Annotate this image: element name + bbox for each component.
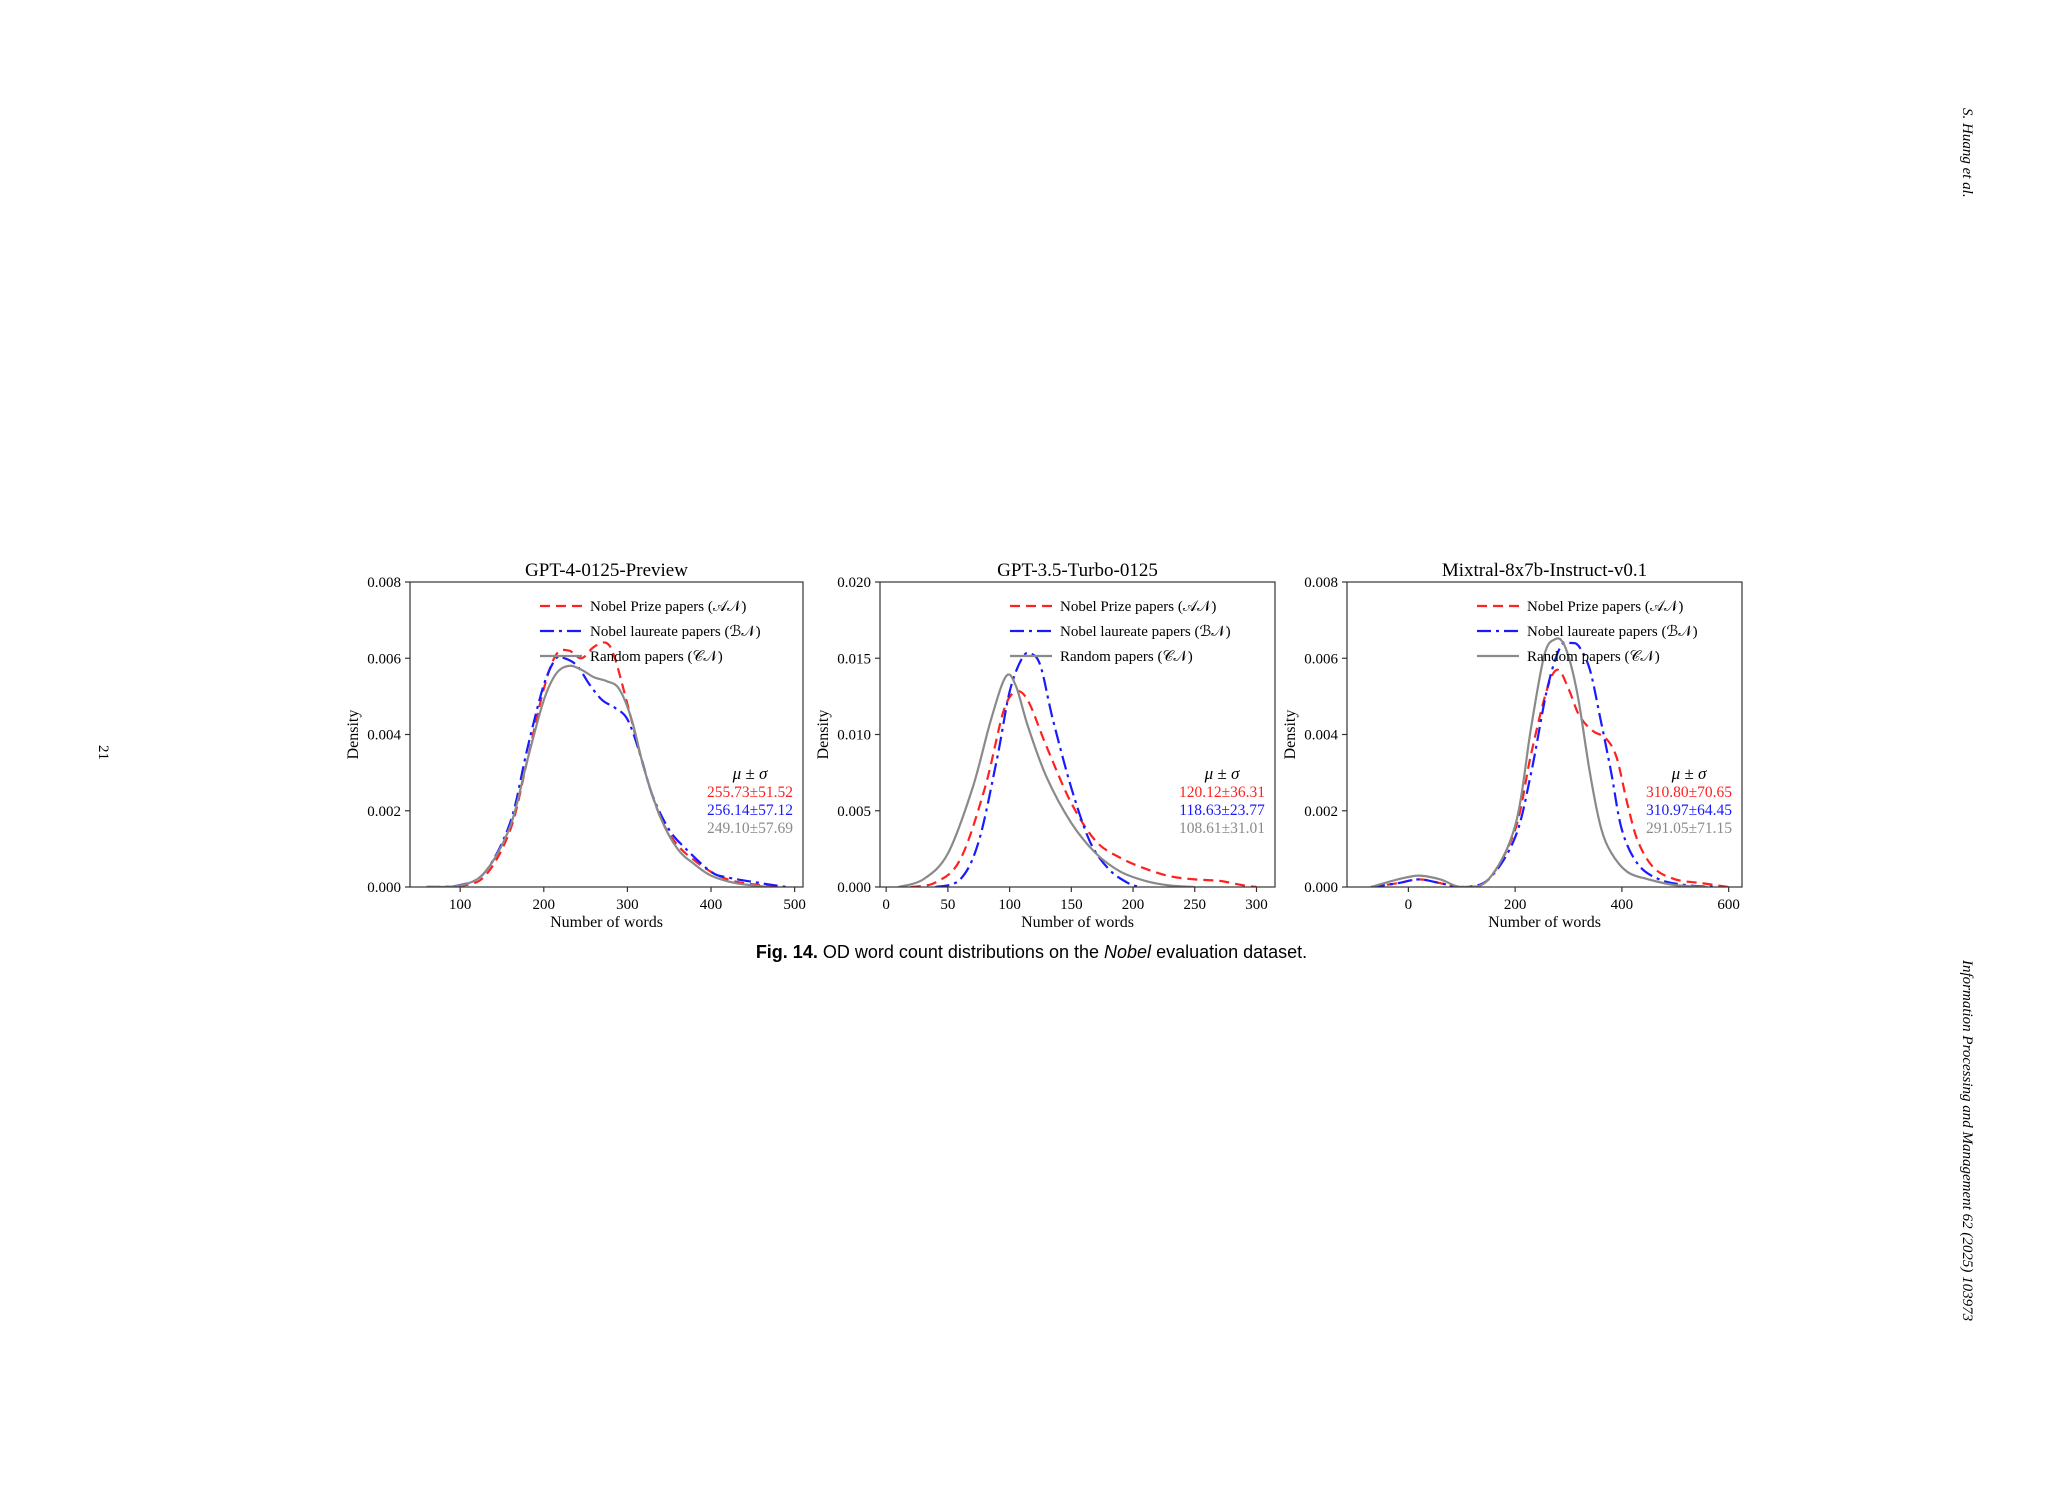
stat-value-3: 291.05±71.15 xyxy=(1646,820,1732,837)
x-tick-label: 600 xyxy=(1717,897,1740,913)
y-tick-label: 0.015 xyxy=(837,651,871,667)
x-tick-label: 300 xyxy=(1245,897,1268,913)
y-tick-label: 0.006 xyxy=(367,651,401,667)
x-axis-label: Number of words xyxy=(1021,914,1134,931)
stat-value-1: 255.73±51.52 xyxy=(707,784,793,801)
y-tick-label: 0.004 xyxy=(367,728,401,744)
x-tick-label: 500 xyxy=(783,897,806,913)
series-line-3 xyxy=(898,673,1195,887)
x-axis-label: Number of words xyxy=(550,914,663,931)
stat-value-2: 256.14±57.12 xyxy=(707,802,793,819)
stats-header: μ ± σ xyxy=(732,764,768,783)
legend-label-1: Nobel Prize papers (𝒜𝒩) xyxy=(1527,599,1683,615)
chart-panel-2: GPT-3.5-Turbo-0125 0 50 100 150 200 250 300 0.00… xyxy=(815,560,1276,931)
y-tick-label: 0.008 xyxy=(367,575,401,591)
caption-text-post: evaluation dataset. xyxy=(1156,942,1308,962)
stats-header: μ ± σ xyxy=(1204,764,1240,783)
chart-title: GPT-4-0125-Preview xyxy=(525,560,688,581)
series-line-2 xyxy=(935,651,1140,887)
stat-value-1: 120.12±36.31 xyxy=(1179,784,1265,801)
running-journal: Information Processing and Management 62… xyxy=(1959,960,1975,1322)
stat-value-2: 118.63±23.77 xyxy=(1179,802,1265,819)
stat-value-3: 249.10±57.69 xyxy=(707,820,793,837)
series-line-2 xyxy=(426,654,787,887)
x-tick-label: 0 xyxy=(1405,897,1413,913)
y-tick-label: 0.004 xyxy=(1304,728,1338,744)
y-axis-label: Density xyxy=(345,710,362,760)
legend-label-2: Nobel laureate papers (ℬ𝒩) xyxy=(590,624,761,640)
y-tick-label: 0.002 xyxy=(367,804,401,820)
chart-panel-3: Mixtral-8x7b-Instruct-v0.1 0 200 400 600 0.00… xyxy=(1282,560,1743,931)
legend-label-3: Random papers (𝒞𝒩) xyxy=(1060,649,1193,665)
y-tick-label: 0.006 xyxy=(1304,651,1338,667)
chart-panel-1: GPT-4-0125-Preview 100 200 300 400 500 0.000 0.… xyxy=(345,560,806,931)
legend-label-3: Random papers (𝒞𝒩) xyxy=(590,649,723,665)
x-tick-label: 400 xyxy=(1611,897,1634,913)
x-tick-label: 400 xyxy=(700,897,723,913)
series-line-3 xyxy=(1370,637,1708,887)
x-tick-label: 150 xyxy=(1060,897,1083,913)
legend-label-2: Nobel laureate papers (ℬ𝒩) xyxy=(1060,624,1231,640)
y-tick-label: 0.008 xyxy=(1304,575,1338,591)
y-tick-label: 0.000 xyxy=(367,880,401,896)
legend-label-3: Random papers (𝒞𝒩) xyxy=(1527,649,1660,665)
series-line-3 xyxy=(426,664,770,887)
y-axis-label: Density xyxy=(1282,710,1299,760)
caption-label: Fig. 14. xyxy=(755,942,818,962)
x-axis-label: Number of words xyxy=(1488,914,1601,931)
stat-value-2: 310.97±64.45 xyxy=(1646,802,1732,819)
page-number: 21 xyxy=(95,745,111,760)
chart-title: GPT-3.5-Turbo-0125 xyxy=(997,560,1158,581)
y-tick-label: 0.002 xyxy=(1304,804,1338,820)
stat-value-1: 310.80±70.65 xyxy=(1646,784,1732,801)
x-tick-label: 200 xyxy=(1122,897,1145,913)
x-tick-label: 200 xyxy=(533,897,556,913)
x-tick-label: 100 xyxy=(449,897,472,913)
running-author: S. Huang et al. xyxy=(1959,108,1975,198)
caption-text-pre: OD word count distributions on the xyxy=(822,942,1099,962)
y-tick-label: 0.000 xyxy=(837,880,871,896)
legend-label-1: Nobel Prize papers (𝒜𝒩) xyxy=(1060,599,1216,615)
x-tick-label: 200 xyxy=(1504,897,1527,913)
x-tick-label: 100 xyxy=(998,897,1021,913)
caption-dataset: Nobel xyxy=(1104,942,1152,962)
legend-label-2: Nobel laureate papers (ℬ𝒩) xyxy=(1527,624,1698,640)
x-tick-label: 0 xyxy=(882,897,890,913)
chart-title: Mixtral-8x7b-Instruct-v0.1 xyxy=(1442,560,1647,581)
y-tick-label: 0.020 xyxy=(837,575,871,591)
legend-label-1: Nobel Prize papers (𝒜𝒩) xyxy=(590,599,746,615)
series-line-2 xyxy=(1370,640,1719,887)
stats-header: μ ± σ xyxy=(1671,764,1707,783)
x-tick-label: 250 xyxy=(1184,897,1207,913)
series-line-1 xyxy=(1370,668,1729,887)
figure-caption: Fig. 14. OD word count distributions on … xyxy=(0,942,2063,963)
y-axis-label: Density xyxy=(815,710,832,760)
y-tick-label: 0.000 xyxy=(1304,880,1338,896)
y-tick-label: 0.010 xyxy=(837,728,871,744)
stat-value-3: 108.61±31.01 xyxy=(1179,820,1265,837)
x-tick-label: 300 xyxy=(616,897,639,913)
y-tick-label: 0.005 xyxy=(837,804,871,820)
x-tick-label: 50 xyxy=(940,897,955,913)
